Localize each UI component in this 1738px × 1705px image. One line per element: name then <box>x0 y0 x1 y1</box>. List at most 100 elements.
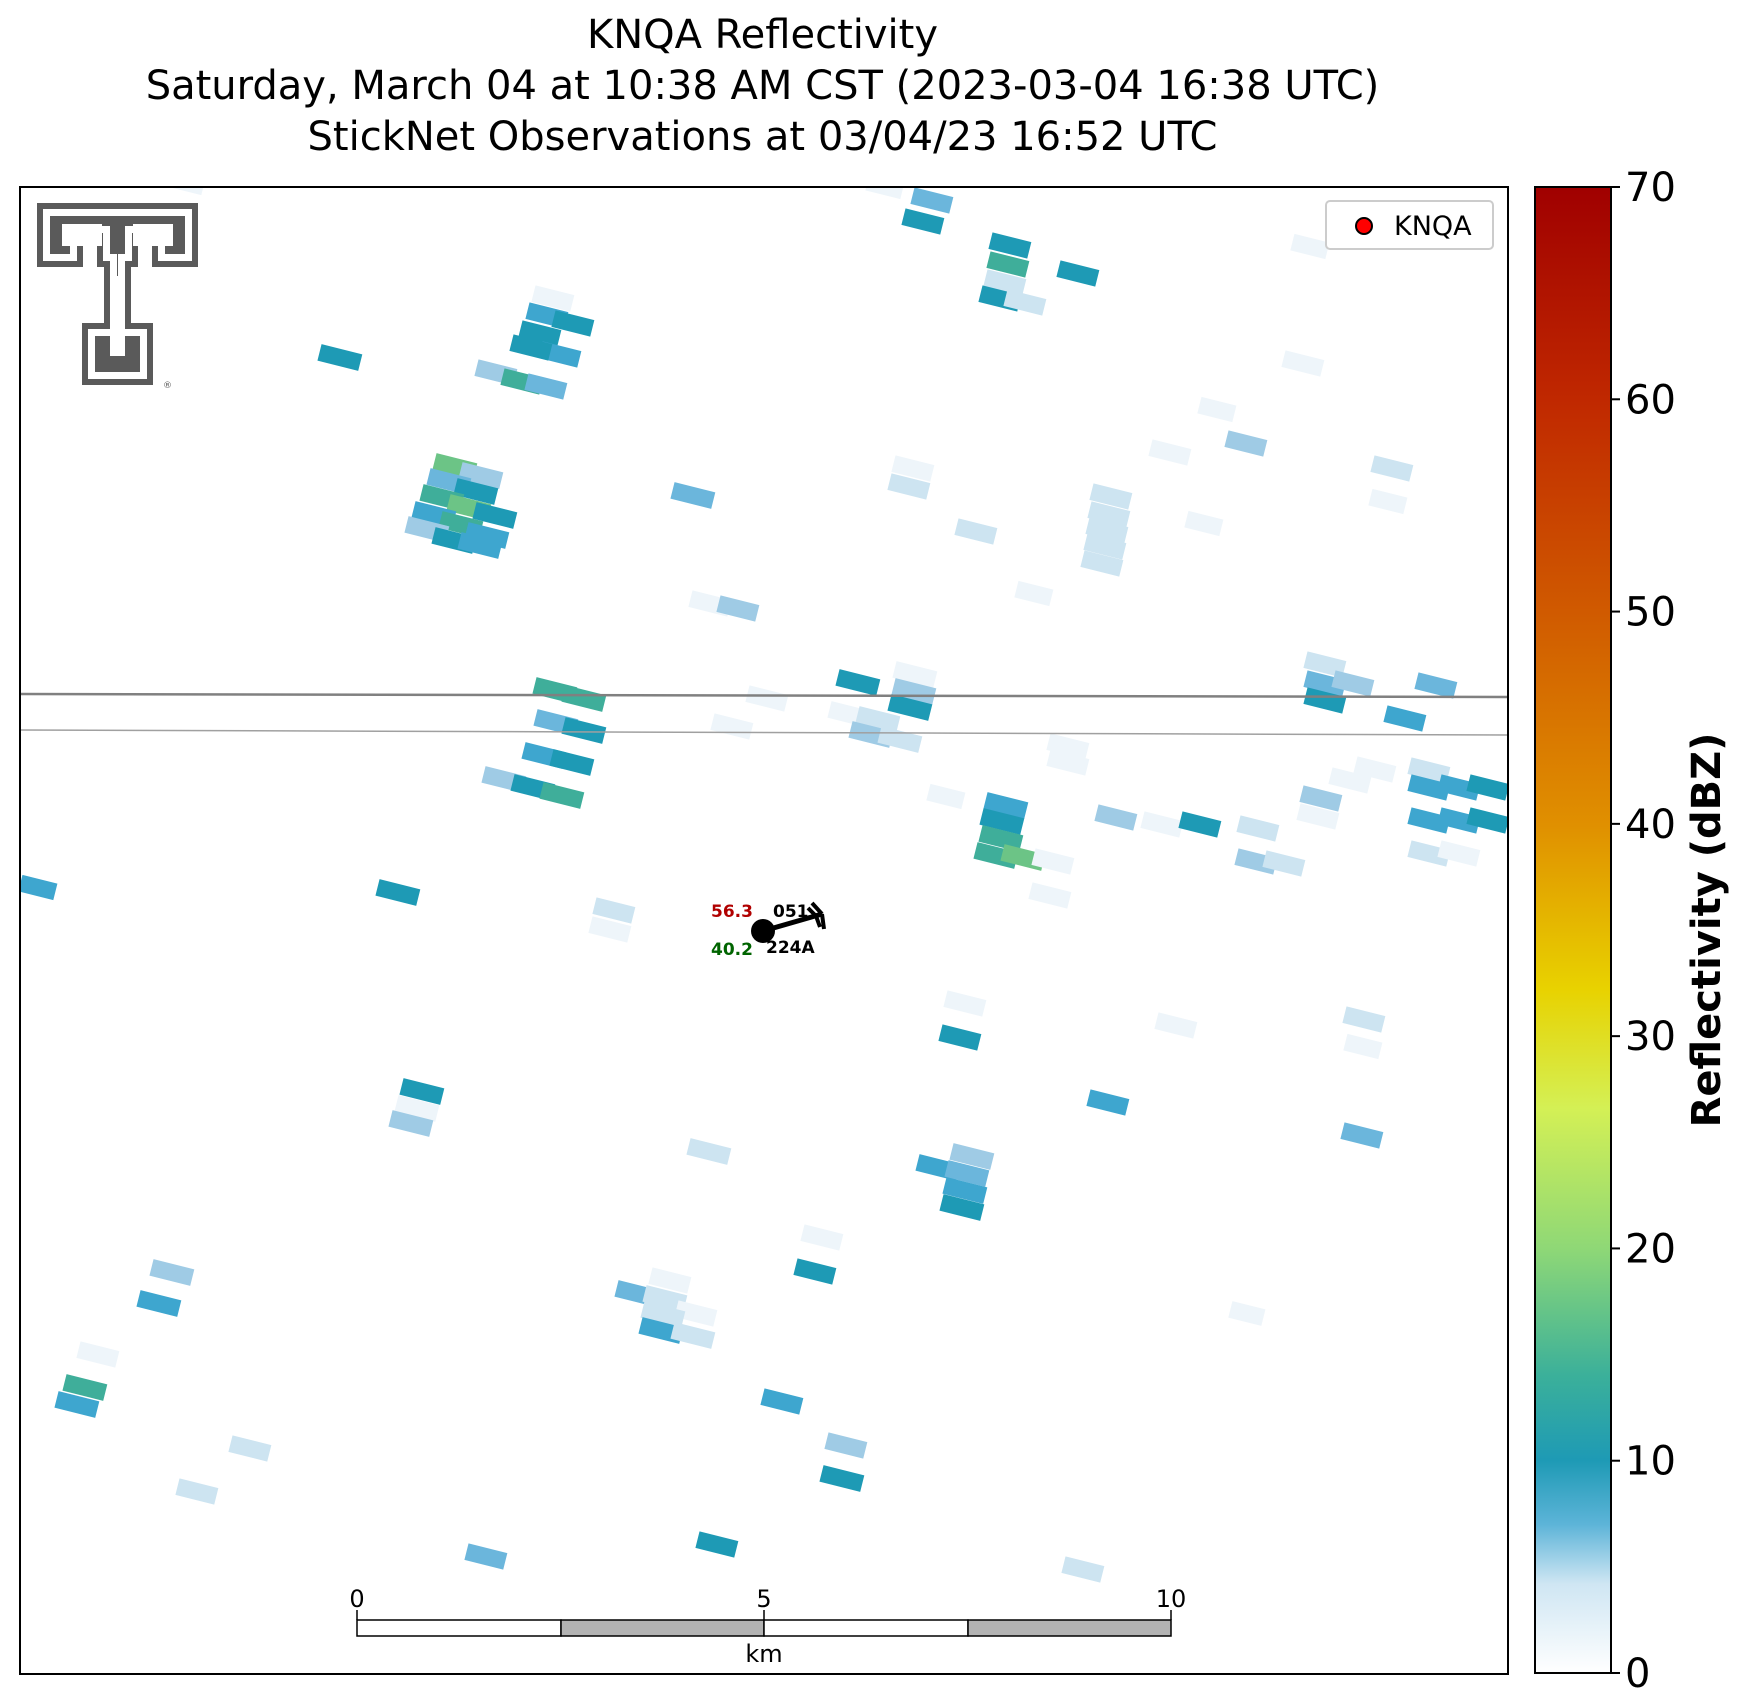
reflectivity-cell <box>865 187 905 200</box>
station-pressure: 051 <box>773 902 809 922</box>
colorbar-ticks: 0 10 20 30 40 50 60 70 <box>1611 165 1676 1697</box>
reflectivity-cell <box>20 874 58 901</box>
reflectivity-cell <box>62 1374 108 1401</box>
reflectivity-cell <box>561 685 607 712</box>
reflectivity-cell <box>561 717 607 744</box>
logo-trademark: ® <box>163 381 172 391</box>
reflectivity-cell <box>149 1259 195 1286</box>
colorbar-frame <box>1534 186 1612 1674</box>
colorbar-tick-label-30: 30 <box>1625 1014 1676 1060</box>
scale-segment-3 <box>763 1619 969 1637</box>
reflectivity-cell <box>1437 807 1481 834</box>
colorbar-tick-label-0: 0 <box>1625 1651 1650 1697</box>
scale-segment-1 <box>356 1619 562 1637</box>
scale-segment-4 <box>967 1619 1172 1637</box>
reflectivity-cell <box>943 990 987 1017</box>
reflectivity-cell <box>695 1531 739 1558</box>
boundary-lines <box>20 692 1508 736</box>
reflectivity-cell <box>1407 757 1451 784</box>
station-id: 224A <box>766 938 815 958</box>
reflectivity-cell <box>938 1024 982 1051</box>
reflectivity-cell <box>1407 840 1451 867</box>
reflectivity-cell <box>640 1301 686 1328</box>
reflectivity-cell <box>399 1078 445 1105</box>
wind-barb-flags <box>806 901 826 930</box>
colorbar-tick-label-60: 60 <box>1625 377 1676 423</box>
station-dewpoint: 40.2 <box>711 940 753 960</box>
reflectivity-cell <box>1299 785 1343 812</box>
reflectivity-cell <box>835 669 881 696</box>
reflectivity-cell <box>1303 670 1347 697</box>
station-temperature: 56.3 <box>711 902 753 922</box>
reflectivity-cell <box>54 1391 100 1418</box>
reflectivity-cell <box>670 1322 716 1349</box>
reflectivity-cell <box>1140 811 1184 838</box>
reflectivity-cell <box>892 661 938 688</box>
reflectivity-cell <box>1148 439 1192 466</box>
reflectivity-cell <box>1089 483 1133 510</box>
reflectivity-cell <box>1303 687 1347 714</box>
legend-marker-knqa <box>1355 217 1373 235</box>
reflectivity-cell <box>1331 670 1375 697</box>
boundary-line-lower <box>20 729 1508 736</box>
reflectivity-cell <box>686 1138 732 1165</box>
reflectivity-cell <box>1085 517 1129 544</box>
reflectivity-cell <box>1061 1556 1105 1583</box>
reflectivity-cell <box>978 825 1024 852</box>
scale-bar: 0 5 10 km <box>349 1585 1186 1668</box>
reflectivity-cell <box>648 1267 692 1294</box>
reflectivity-cell <box>1370 455 1414 482</box>
reflectivity-cell <box>910 187 954 214</box>
reflectivity-cell <box>551 310 595 337</box>
scale-segment-2 <box>560 1619 765 1637</box>
reflectivity-cell <box>539 782 585 809</box>
reflectivity-cell <box>1228 1301 1266 1326</box>
colorbar-tick-label-50: 50 <box>1625 590 1676 636</box>
colorbar-title: Reflectivity (dBZ) <box>1684 733 1730 1128</box>
reflectivity-cell <box>1234 848 1278 875</box>
reflectivity-cell <box>375 879 421 906</box>
reflectivity-cell <box>1437 774 1481 801</box>
reflectivity-cell <box>457 532 503 559</box>
scale-label-10: 10 <box>1156 1585 1187 1613</box>
reflectivity-cell <box>136 1290 182 1317</box>
reflectivity-cell <box>1003 289 1047 316</box>
reflectivity-cell <box>1407 807 1451 834</box>
reflectivity-cell <box>979 808 1025 835</box>
reflectivity-cell <box>988 232 1032 259</box>
reflectivity-cell <box>1383 705 1427 732</box>
chart-title-block: KNQA Reflectivity Saturday, March 04 at … <box>0 10 1525 163</box>
reflectivity-cell <box>1086 1089 1130 1116</box>
reflectivity-cell <box>1184 510 1224 537</box>
reflectivity-cell <box>472 502 518 529</box>
chart-subtitle-time: Saturday, March 04 at 10:38 AM CST (2023… <box>145 63 1380 109</box>
reflectivity-cell <box>1296 803 1340 830</box>
map-frame <box>19 186 1509 1675</box>
reflectivity-cell <box>531 285 575 312</box>
reflectivity-cell <box>1466 807 1508 834</box>
colorbar-gradient <box>1535 187 1611 1673</box>
reflectivity-cell <box>388 1110 434 1137</box>
reflectivity-cell <box>1224 430 1268 457</box>
reflectivity-cell <box>1342 1006 1386 1033</box>
reflectivity-cell <box>394 1095 440 1122</box>
colorbar-tick-label-10: 10 <box>1625 1439 1676 1485</box>
reflectivity-cell <box>1437 840 1481 867</box>
reflectivity-cell <box>760 1388 804 1415</box>
reflectivity-cell <box>1407 774 1451 801</box>
reflectivity-cell <box>944 1160 990 1187</box>
reflectivity-cell <box>670 482 716 509</box>
reflectivity-cell <box>891 455 935 482</box>
legend-label-knqa: KNQA <box>1394 211 1472 242</box>
reflectivity-cell <box>1046 733 1090 760</box>
reflectivity-cell <box>1414 672 1458 699</box>
legend-box <box>1325 200 1494 250</box>
reflectivity-cell <box>76 1341 120 1368</box>
reflectivity-cell <box>642 1285 688 1312</box>
reflectivity-cell <box>1236 815 1280 842</box>
reflectivity-cell <box>1281 350 1325 377</box>
reflectivity-cell <box>855 706 901 733</box>
reflectivity-cell <box>453 478 499 505</box>
reflectivity-cell <box>954 518 998 545</box>
reflectivity-cell <box>1466 774 1508 801</box>
